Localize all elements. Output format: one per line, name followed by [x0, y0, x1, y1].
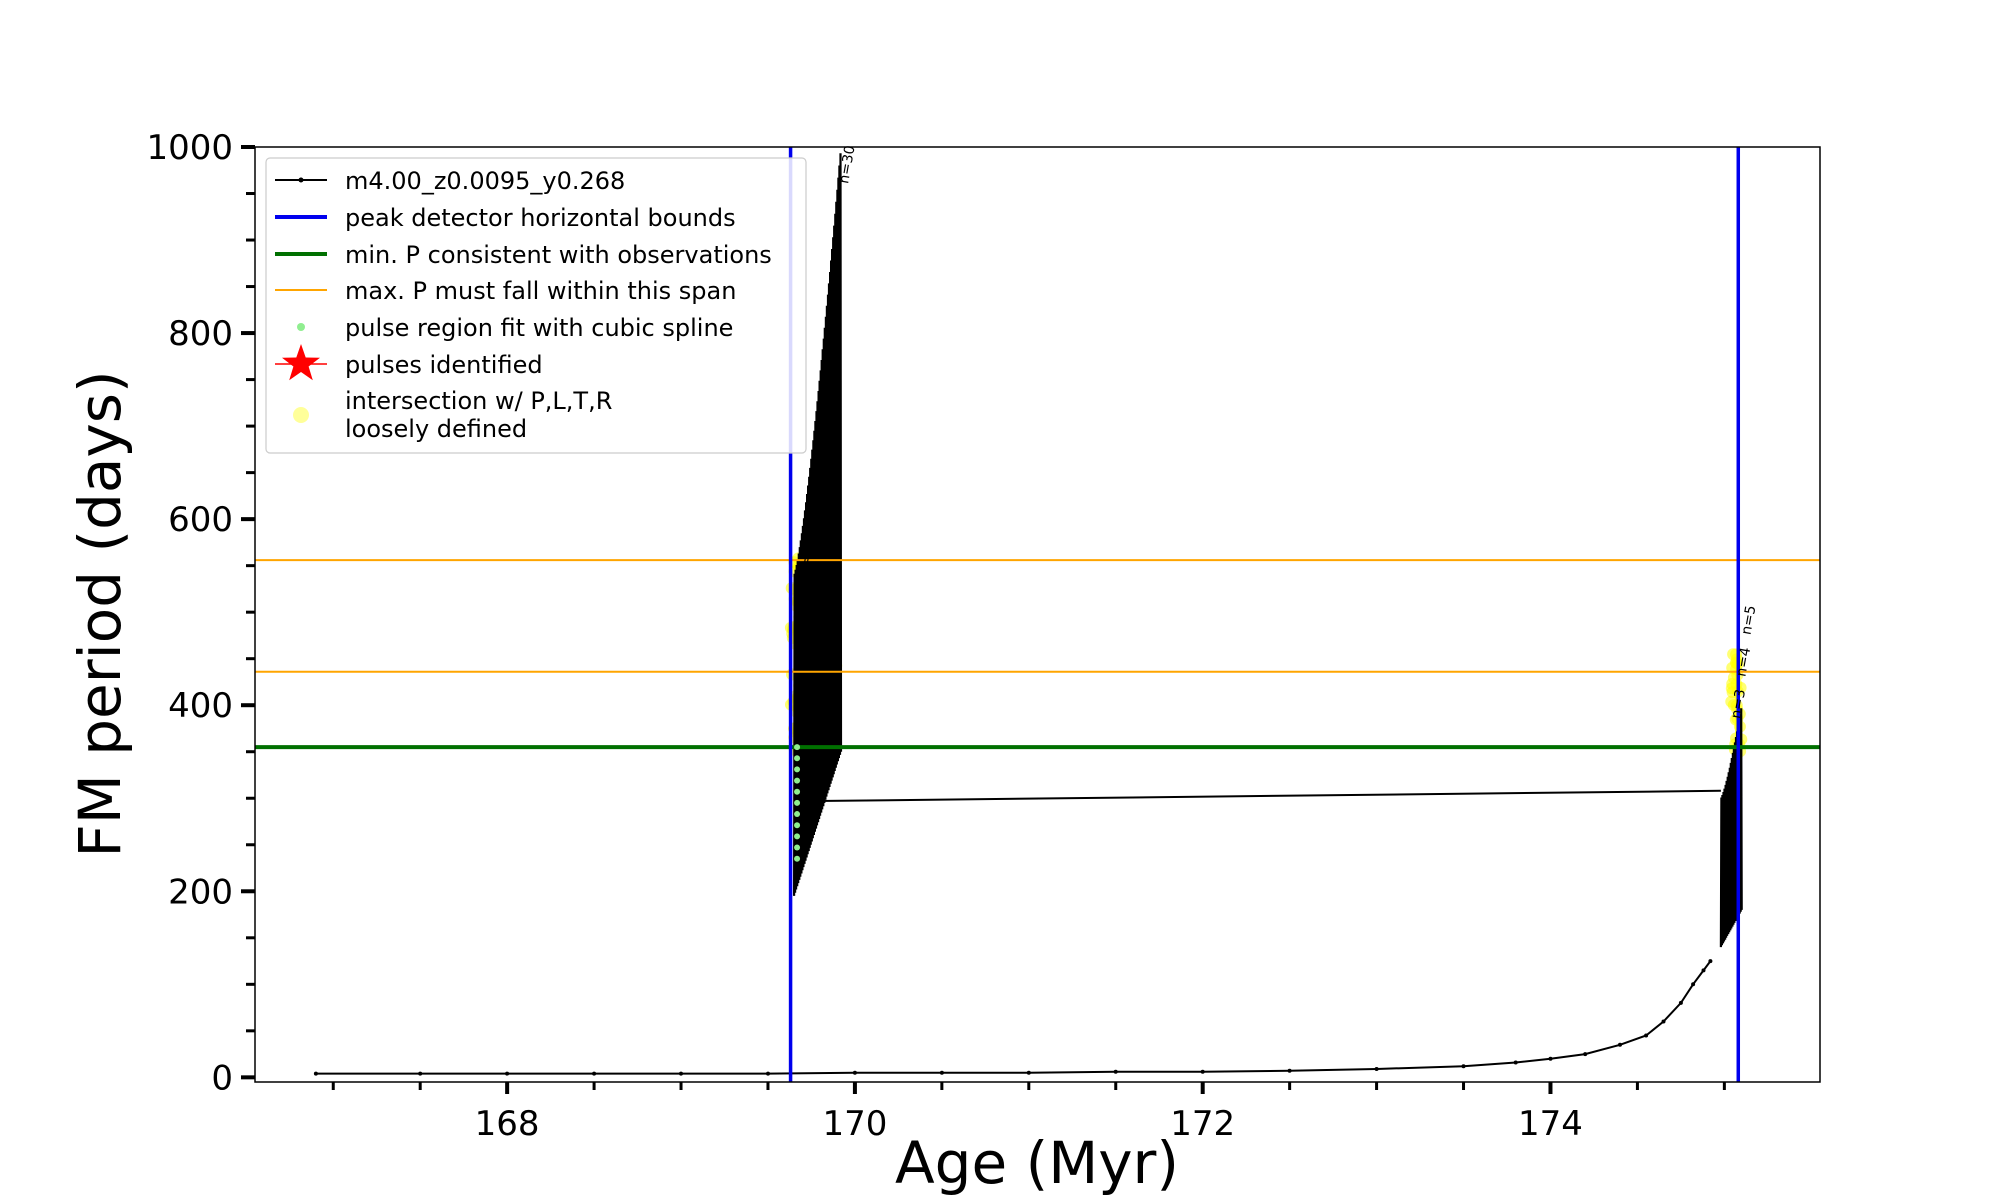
series-point	[1200, 1069, 1205, 1074]
star-icon	[282, 344, 320, 381]
legend-label: peak detector horizontal bounds	[345, 204, 736, 232]
series-point	[1691, 982, 1696, 987]
y-tick-label: 200	[168, 872, 233, 912]
x-tick-label: 174	[1518, 1104, 1583, 1144]
pulse-label: n=3	[1728, 688, 1749, 720]
series-line	[315, 960, 1712, 1075]
series-point	[1548, 1056, 1553, 1061]
series-point	[1113, 1069, 1118, 1074]
series-point	[1708, 959, 1713, 964]
intersection-point	[1726, 677, 1739, 690]
pulse-label: n=5	[1739, 604, 1760, 636]
pulse-label: n=4	[1733, 646, 1754, 678]
spline-point	[794, 766, 801, 773]
y-tick-label: 1000	[146, 128, 233, 168]
legend-swatch	[293, 407, 309, 423]
spline-point	[794, 811, 801, 818]
series-point	[505, 1071, 510, 1076]
pulse-label: n=7	[796, 546, 817, 578]
data-layer: n=6 n=7 n=30 n=3 n=4 n=5	[255, 144, 1820, 1082]
intersection-point	[1725, 695, 1738, 708]
series-point	[1374, 1067, 1379, 1071]
y-tick-label: 600	[168, 500, 233, 540]
series-point	[1287, 1068, 1292, 1073]
spline-point	[794, 744, 801, 751]
legend-label: pulses identified	[345, 351, 543, 379]
series-point	[313, 1071, 318, 1076]
legend-label-line2: loosely defined	[345, 415, 527, 443]
y-tick-label: 400	[168, 686, 233, 726]
spline-point	[794, 844, 801, 851]
series-point	[1583, 1052, 1588, 1057]
legend-item: min. P consistent with observations	[275, 241, 772, 269]
x-tick-label: 170	[822, 1104, 887, 1144]
legend-label: min. P consistent with observations	[345, 241, 772, 269]
series-point	[939, 1070, 944, 1075]
plot-frame	[254, 146, 1821, 1083]
legend-marker	[298, 177, 304, 183]
legend-frame	[265, 157, 807, 454]
legend-label: max. P must fall within this span	[345, 277, 736, 305]
spline-point	[794, 822, 801, 829]
y-tick-label: 800	[168, 314, 233, 354]
legend-label: pulse region fit with cubic spline	[345, 314, 733, 342]
series-point	[1618, 1042, 1622, 1047]
legend-item: peak detector horizontal bounds	[275, 204, 736, 232]
pulse-label: n=6	[789, 590, 810, 622]
series-point	[766, 1071, 770, 1076]
series-point	[418, 1071, 423, 1076]
series-point	[1461, 1064, 1466, 1069]
spline-point	[794, 799, 801, 806]
spline-point	[794, 788, 801, 795]
series-point	[679, 1071, 683, 1076]
legend-swatch	[297, 323, 305, 331]
pulse-label: n=30	[836, 144, 858, 185]
intersection-point	[1727, 648, 1740, 661]
legend-item: m4.00_z0.0095_y0.268	[275, 167, 625, 195]
axes-layer: 168 170 172 174 0 200 400 600 800 1000	[146, 128, 1726, 1144]
x-axis-label: Age (Myr)	[895, 1129, 1179, 1197]
y-tick-label: 0	[211, 1058, 233, 1098]
pulse-region-trace	[792, 153, 843, 896]
series-point	[1661, 1019, 1666, 1024]
legend-item: pulses identified	[275, 344, 543, 381]
spline-point	[794, 755, 801, 762]
legend-item: pulse region fit with cubic spline	[297, 314, 733, 342]
spline-point	[794, 855, 801, 862]
x-tick-label: 172	[1170, 1104, 1235, 1144]
series-point	[1644, 1033, 1649, 1038]
series-point	[592, 1071, 597, 1076]
series-point	[1678, 1000, 1683, 1005]
series-point	[1513, 1060, 1518, 1065]
legend-label: intersection w/ P,L,T,R	[345, 387, 612, 415]
spline-point	[794, 777, 801, 784]
series-point	[1026, 1070, 1031, 1075]
x-tick-label: 168	[475, 1104, 540, 1144]
series-point	[852, 1070, 857, 1075]
legend-label: m4.00_z0.0095_y0.268	[345, 167, 625, 195]
spline-point	[794, 833, 801, 840]
connector-line	[816, 789, 1721, 803]
y-axis-label: FM period (days)	[66, 370, 134, 857]
series-point	[1701, 968, 1706, 973]
legend-item: max. P must fall within this span	[275, 277, 736, 305]
